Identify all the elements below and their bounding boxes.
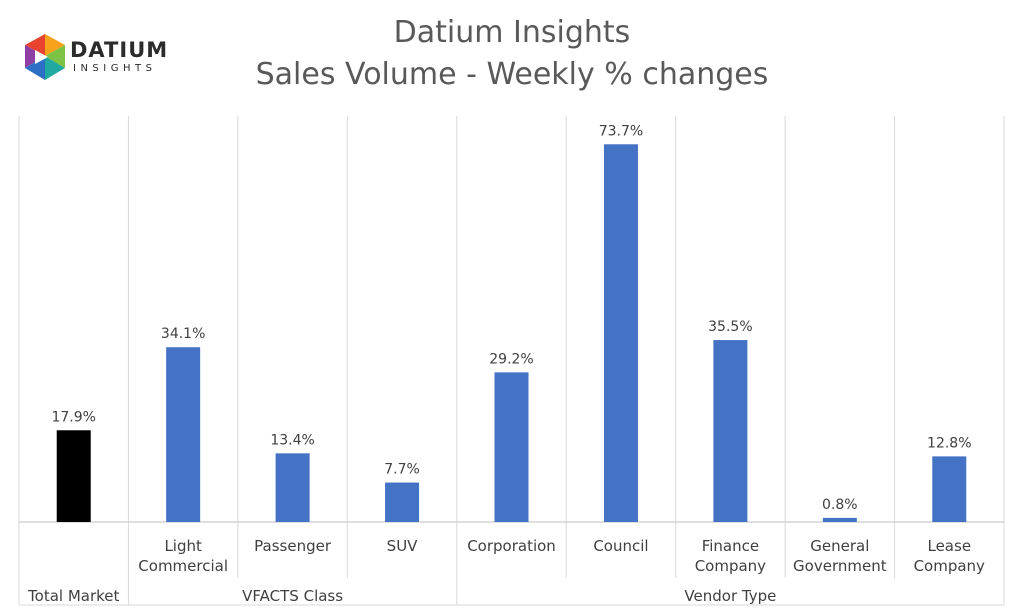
- value-label: 7.7%: [384, 462, 420, 478]
- bar-8: [932, 456, 967, 522]
- group-label: Total Market: [27, 587, 119, 605]
- bar-3: [385, 482, 420, 522]
- category-label: Corporation: [467, 537, 556, 555]
- group-label: VFACTS Class: [242, 587, 343, 605]
- bar-7: [822, 517, 857, 522]
- category-label: Commercial: [138, 557, 228, 575]
- category-label: Government: [793, 557, 887, 575]
- bar-4: [494, 372, 529, 522]
- chart-subtitle: Sales Volume - Weekly % changes: [255, 57, 769, 92]
- category-label: Company: [695, 557, 766, 575]
- logo-wordmark: DATIUM: [70, 38, 169, 62]
- value-label: 17.9%: [51, 409, 95, 425]
- value-label: 29.2%: [489, 351, 533, 367]
- bar-2: [275, 453, 310, 522]
- value-label: 13.4%: [270, 432, 314, 448]
- bar-0: [56, 430, 91, 522]
- chart-title: Datium Insights: [393, 15, 631, 50]
- category-label: General: [810, 537, 869, 555]
- value-label: 34.1%: [161, 326, 205, 342]
- category-label: Light: [164, 537, 202, 555]
- bar-5: [603, 144, 638, 522]
- group-label: Vendor Type: [684, 587, 776, 605]
- logo-subtext: INSIGHTS: [73, 63, 157, 74]
- category-label: SUV: [387, 537, 419, 555]
- bar-6: [713, 340, 748, 522]
- category-label: Passenger: [254, 537, 332, 555]
- value-label: 0.8%: [822, 497, 858, 513]
- category-label: Finance: [702, 537, 759, 555]
- value-label: 12.8%: [927, 435, 971, 451]
- value-label: 73.7%: [599, 123, 643, 139]
- category-label: Council: [593, 537, 648, 555]
- bar-1: [166, 347, 201, 522]
- datium-logo-icon: [25, 34, 65, 80]
- value-label: 35.5%: [708, 319, 752, 335]
- category-label: Company: [914, 557, 985, 575]
- category-label: Lease: [927, 537, 971, 555]
